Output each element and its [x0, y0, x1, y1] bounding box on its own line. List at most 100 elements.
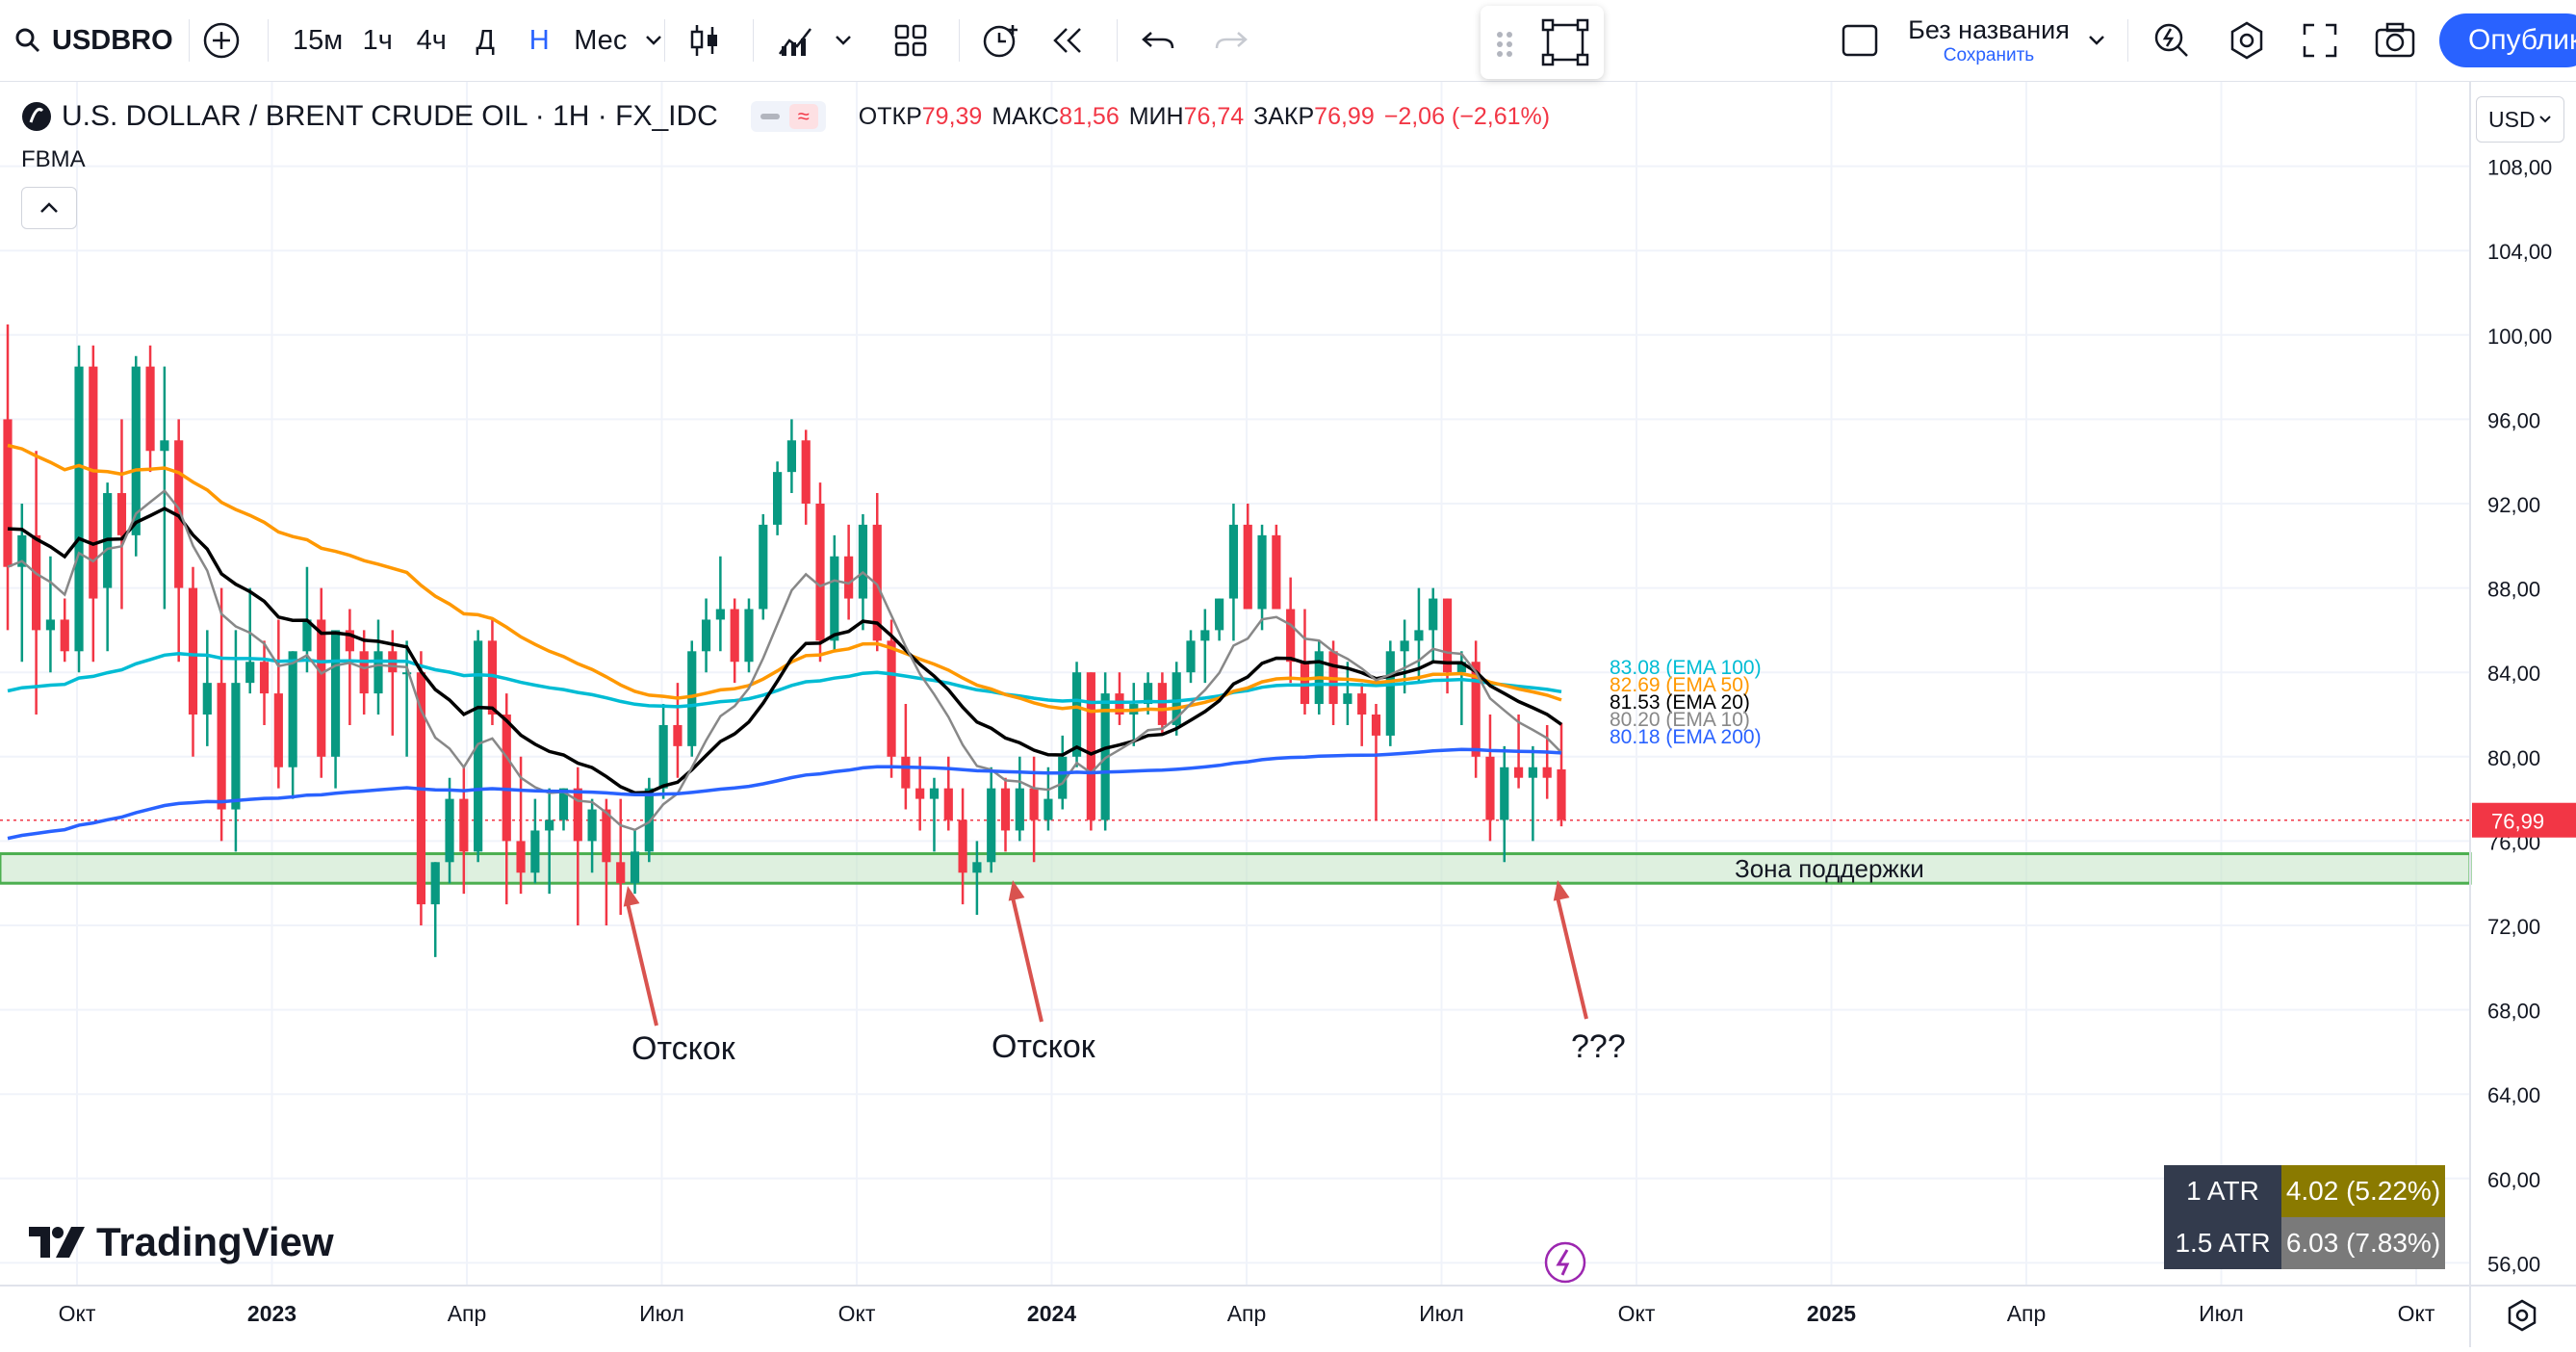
atr-label: 1.5 ATR: [2164, 1217, 2281, 1269]
templates-button[interactable]: [884, 0, 938, 81]
close-value: 76,99: [1314, 102, 1375, 130]
candle: [103, 482, 113, 652]
candle: [1115, 672, 1124, 725]
interval-week-active[interactable]: Н: [528, 24, 550, 56]
x-tick-label: Окт: [838, 1301, 876, 1326]
square-icon: [1842, 24, 1878, 57]
symbol-title[interactable]: U.S. DOLLAR / BRENT CRUDE OIL · 1H · FX_…: [62, 100, 718, 132]
redo-icon: [1215, 32, 1248, 49]
interval-15m[interactable]: 15м: [293, 24, 344, 56]
candle: [45, 556, 56, 673]
change-value: −2,06 (−2,61%): [1383, 102, 1551, 130]
fullscreen-button[interactable]: [2301, 0, 2339, 81]
candle: [1157, 672, 1167, 736]
drawing-toolbar-floating[interactable]: [1481, 6, 1604, 79]
search-icon: [15, 28, 40, 53]
layout-name[interactable]: Без названия Сохранить: [1906, 0, 2072, 81]
interval-month[interactable]: Мес: [574, 24, 628, 56]
scale-settings-button[interactable]: [2505, 1298, 2539, 1338]
interval-4h[interactable]: 4ч: [416, 24, 447, 56]
x-tick-label: Июл: [2199, 1301, 2244, 1326]
candle: [1442, 598, 1453, 694]
replay-button[interactable]: [1042, 0, 1095, 81]
indicators-icon: [778, 28, 811, 56]
ema-line: [7, 747, 1562, 841]
candle: [1000, 777, 1011, 852]
chart-type-button[interactable]: [678, 0, 732, 81]
currency-select[interactable]: USD: [2476, 96, 2564, 143]
candle: [1215, 598, 1224, 641]
candle: [759, 513, 768, 620]
symbol-search[interactable]: USDBRO: [13, 0, 173, 81]
interval-1h[interactable]: 1ч: [362, 24, 393, 56]
interval-dropdown[interactable]: [634, 12, 673, 69]
candle: [1228, 504, 1239, 641]
candle: [786, 419, 796, 494]
fullscreen-icon: [2303, 23, 2337, 58]
annotation-arrow: [1008, 880, 1043, 1023]
candle: [958, 788, 967, 905]
x-tick-label: Апр: [2007, 1301, 2047, 1326]
annotation-text: ???: [1571, 1028, 1626, 1065]
annotation-text: Отскок: [992, 1028, 1096, 1065]
x-tick-label: 2024: [1027, 1301, 1076, 1326]
collapse-legend-button[interactable]: [21, 187, 77, 229]
atr-value: 6.03 (7.83%): [2281, 1217, 2445, 1269]
support-zone: [0, 852, 2472, 885]
candle: [1015, 756, 1024, 842]
toolbar-divider: [189, 19, 190, 62]
visibility-toggle[interactable]: ≈: [750, 101, 826, 132]
candle: [116, 419, 127, 610]
candle: [1071, 662, 1082, 767]
publish-button[interactable]: Опублико: [2439, 13, 2576, 67]
candle: [1557, 722, 1566, 827]
high-label: МАКС: [992, 102, 1060, 130]
candle: [516, 756, 526, 895]
y-tick-label: 104,00: [2487, 240, 2552, 264]
candle: [160, 366, 169, 610]
snapshot-button[interactable]: [2374, 0, 2416, 81]
candle: [1243, 504, 1252, 610]
alert-button[interactable]: [972, 0, 1030, 81]
ema-line: [7, 652, 1562, 709]
candle: [602, 798, 611, 925]
y-tick-label: 68,00: [2487, 1000, 2540, 1024]
layout-dropdown[interactable]: [2087, 0, 2106, 81]
tradingview-logo[interactable]: TradingView: [27, 1219, 334, 1265]
indicator-name[interactable]: FBMA: [21, 146, 86, 172]
interval-day[interactable]: Д: [476, 24, 496, 56]
x-tick-label: Окт: [2398, 1301, 2435, 1326]
undo-button[interactable]: [1132, 0, 1186, 81]
candle: [330, 630, 341, 789]
candle: [530, 798, 540, 884]
x-tick-label: 2023: [247, 1301, 296, 1326]
quick-search-button[interactable]: [2151, 0, 2193, 81]
annotation-text: Отскок: [631, 1030, 736, 1067]
atr-table: 1 ATR 4.02 (5.22%) 1.5 ATR 6.03 (7.83%): [2164, 1165, 2445, 1269]
y-tick-label: 60,00: [2487, 1168, 2540, 1192]
indicators-button[interactable]: [768, 0, 861, 81]
support-zone-label: Зона поддержки: [1735, 854, 1924, 883]
candle: [32, 451, 41, 715]
chart-area[interactable]: 83.08 (EMA 100) 82.69 (EMA 50) 81.53 (EMA …: [0, 82, 2576, 1347]
candle: [288, 651, 297, 799]
rectangle-tool-icon: [1497, 18, 1589, 66]
lightning-icon: [1544, 1241, 1586, 1284]
compare-button[interactable]: [200, 0, 243, 81]
symbol-logo-icon: [22, 102, 51, 131]
candle: [430, 862, 440, 957]
candle: [345, 609, 354, 725]
atr-value: 4.02 (5.22%): [2281, 1165, 2445, 1217]
y-tick-label: 108,00: [2487, 156, 2552, 180]
candle: [89, 345, 98, 663]
candle: [1500, 745, 1509, 863]
candle: [972, 841, 982, 916]
price-chart[interactable]: 83.08 (EMA 100)82.69 (EMA 50)81.53 (EMA …: [0, 82, 2576, 1347]
x-tick-label: Апр: [448, 1301, 487, 1326]
candle: [402, 640, 412, 757]
redo-button[interactable]: [1203, 0, 1257, 81]
camera-icon: [2375, 22, 2415, 58]
events-button[interactable]: [1544, 1241, 1586, 1284]
settings-button[interactable]: [2226, 0, 2268, 81]
layout-checkbox[interactable]: [1841, 0, 1879, 81]
